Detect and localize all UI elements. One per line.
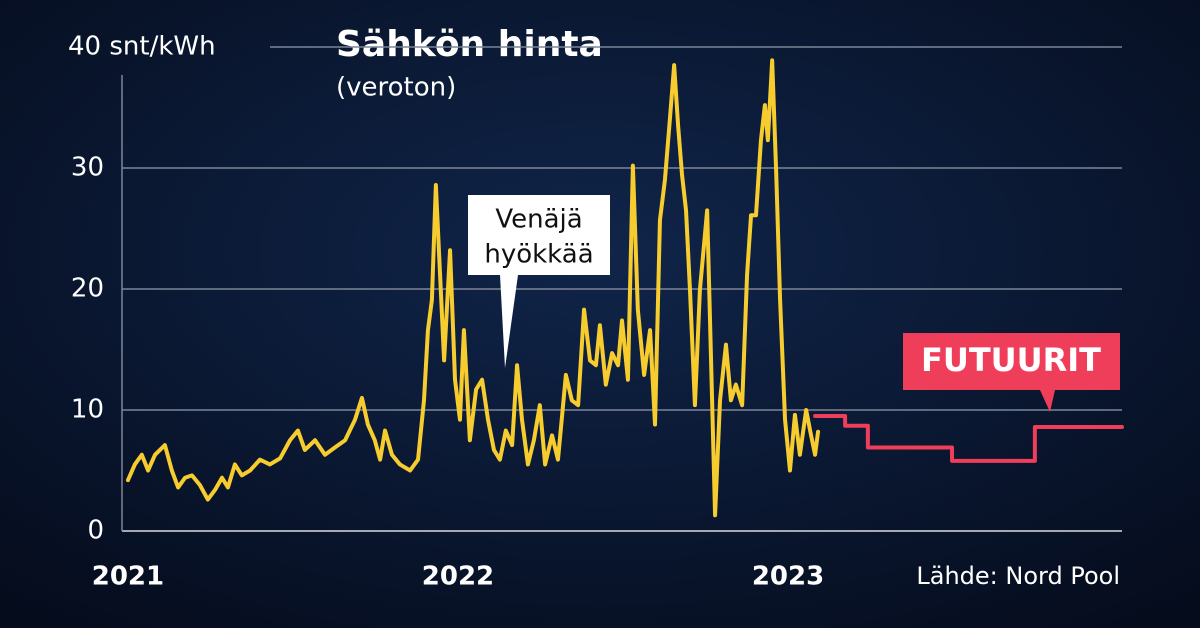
chart-title: Sähkön hinta bbox=[336, 24, 603, 65]
legend-box bbox=[903, 333, 1120, 412]
y-tick-label: 0 bbox=[87, 516, 104, 546]
annotation-box bbox=[468, 195, 610, 368]
y-tick-label: 20 bbox=[71, 274, 104, 304]
chart-subtitle: (veroton) bbox=[336, 73, 456, 103]
y-tick-label: 10 bbox=[71, 395, 104, 425]
x-tick-label: 2023 bbox=[752, 562, 824, 592]
y-tick-label: 30 bbox=[71, 153, 104, 183]
annotation-text: Venäjä bbox=[495, 205, 582, 235]
annotation: Venäjä hyökkää bbox=[468, 195, 610, 368]
data-line bbox=[813, 414, 1124, 463]
legend-text: FUTUURIT bbox=[921, 341, 1101, 379]
annotation-text: hyökkää bbox=[484, 240, 593, 270]
legend-label: FUTUURIT bbox=[903, 333, 1120, 412]
y-tick-label: 40 snt/kWh bbox=[68, 32, 216, 62]
data-line bbox=[125, 58, 821, 518]
x-tick-label: 2021 bbox=[92, 562, 164, 592]
x-tick-label: 2022 bbox=[422, 562, 494, 592]
source: Lähde: Nord Pool bbox=[916, 562, 1120, 590]
